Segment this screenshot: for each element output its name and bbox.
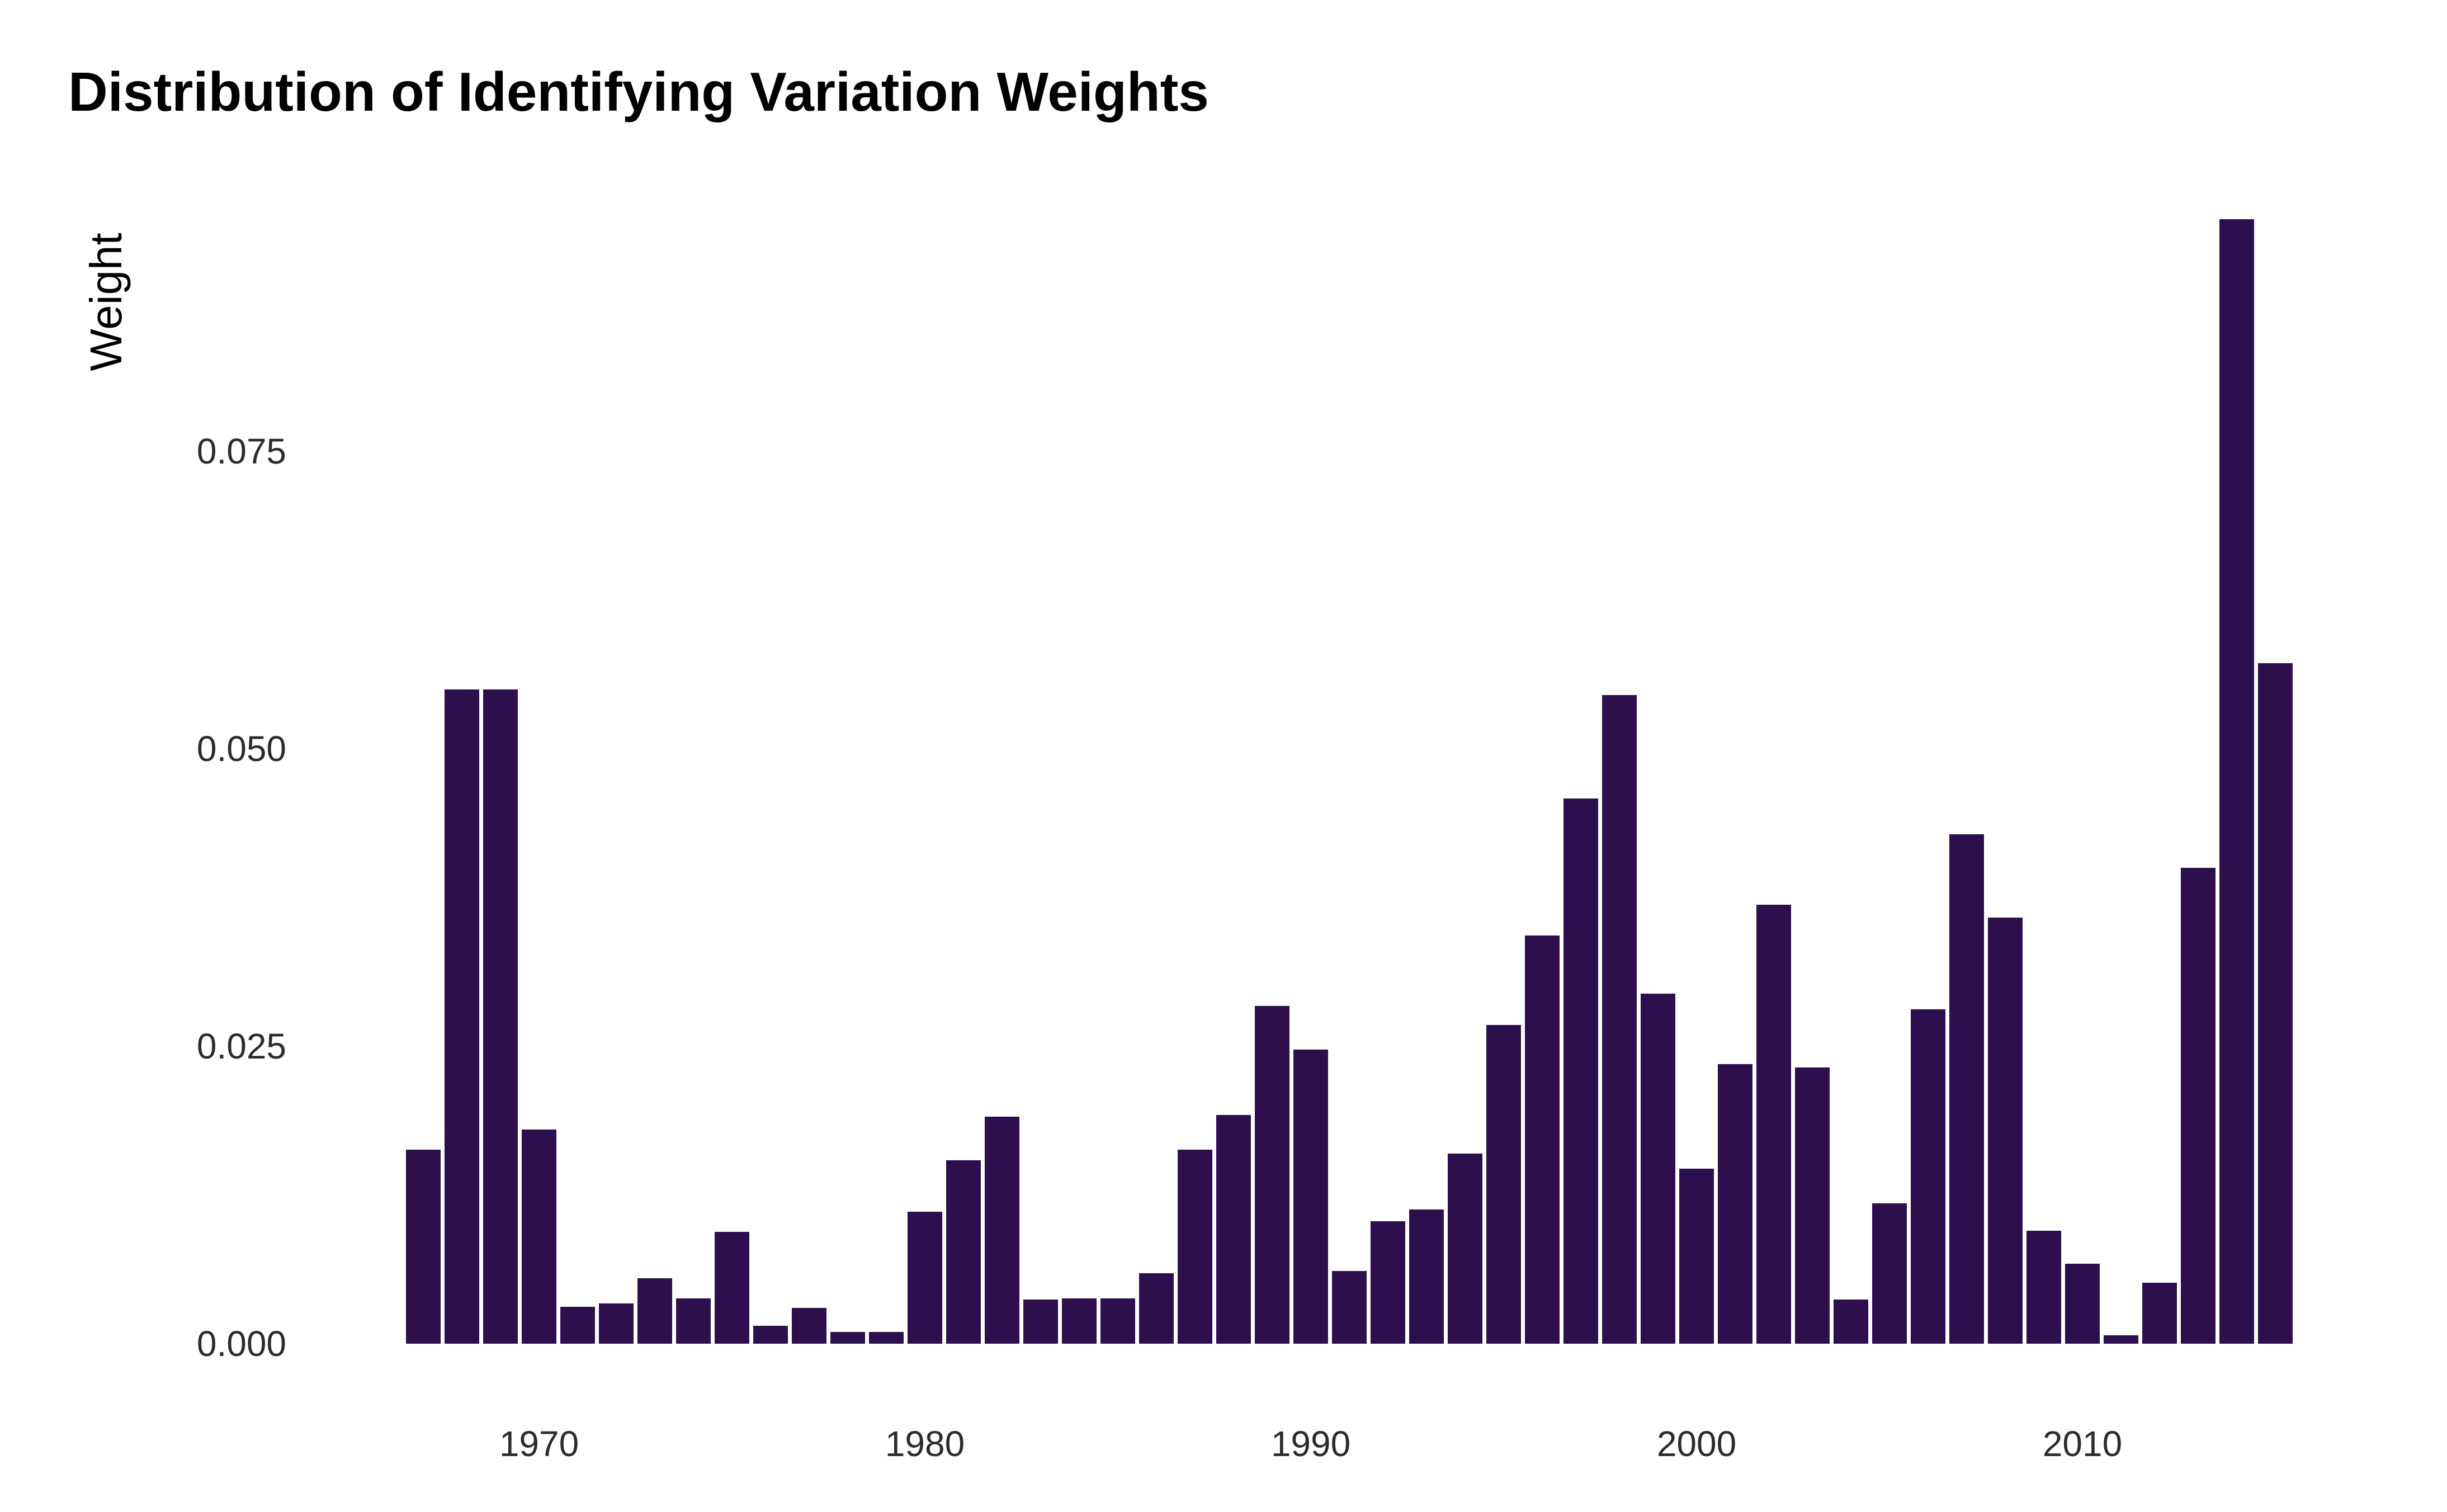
bar-2003: [1795, 1067, 1830, 1344]
bar-1992: [1371, 1221, 1405, 1344]
bar-1986: [1139, 1273, 1174, 1344]
bar-2001: [1718, 1064, 1752, 1344]
bar-1975: [715, 1232, 749, 1344]
bar-1995: [1486, 1025, 1521, 1344]
bar-1981: [946, 1160, 981, 1344]
bar-2000: [1679, 1169, 1714, 1344]
bar-2002: [1756, 905, 1791, 1344]
bar-1974: [676, 1298, 711, 1344]
bar-1967: [406, 1150, 441, 1344]
bar-1984: [1062, 1298, 1097, 1344]
bar-2005: [1872, 1203, 1907, 1344]
bar-1971: [560, 1307, 595, 1344]
bar-1979: [869, 1332, 904, 1344]
bar-1994: [1448, 1154, 1482, 1344]
bar-1983: [1023, 1300, 1058, 1344]
bar-2008: [1988, 918, 2023, 1344]
bar-2015: [2258, 663, 2293, 1344]
bar-1969: [483, 689, 518, 1344]
bar-1998: [1602, 695, 1637, 1344]
x-tick-label-1990: 1990: [1270, 1424, 1351, 1464]
bar-2010: [2065, 1264, 2100, 1344]
bar-1968: [445, 689, 479, 1344]
bar-1977: [792, 1308, 826, 1344]
bar-1973: [637, 1278, 672, 1344]
chart-title: Distribution of Identifying Variation We…: [68, 61, 1209, 122]
bar-2013: [2181, 868, 2215, 1344]
bar-1991: [1332, 1271, 1367, 1344]
bar-1976: [753, 1326, 788, 1344]
bar-1982: [985, 1117, 1019, 1344]
y-tick-label-0.000: 0.000: [196, 1324, 286, 1364]
bar-2004: [1834, 1300, 1868, 1344]
y-tick-label-0.075: 0.075: [196, 431, 286, 471]
bar-2011: [2104, 1335, 2138, 1344]
bar-1993: [1409, 1209, 1444, 1344]
bar-1985: [1100, 1298, 1135, 1344]
bar-2009: [2026, 1231, 2061, 1344]
bar-1997: [1563, 798, 1598, 1344]
bar-1989: [1255, 1006, 1289, 1344]
bar-1988: [1216, 1115, 1251, 1344]
bar-1978: [830, 1332, 865, 1344]
x-tick-label-1980: 1980: [885, 1424, 965, 1464]
bar-2006: [1911, 1009, 1945, 1344]
bar-1990: [1293, 1050, 1328, 1344]
bar-1987: [1178, 1150, 1212, 1344]
bar-2012: [2142, 1283, 2177, 1344]
x-tick-label-1970: 1970: [499, 1424, 579, 1464]
bar-1970: [522, 1130, 556, 1344]
y-tick-label-0.050: 0.050: [196, 729, 286, 769]
x-tick-label-2000: 2000: [1656, 1424, 1737, 1464]
bar-1999: [1641, 994, 1675, 1344]
bar-2007: [1949, 834, 1984, 1344]
bar-1972: [599, 1303, 634, 1344]
bar-2014: [2219, 219, 2254, 1344]
bar-1996: [1525, 935, 1560, 1344]
y-tick-label-0.025: 0.025: [196, 1026, 286, 1066]
x-tick-label-2010: 2010: [2042, 1424, 2123, 1464]
bar-1980: [908, 1212, 942, 1344]
